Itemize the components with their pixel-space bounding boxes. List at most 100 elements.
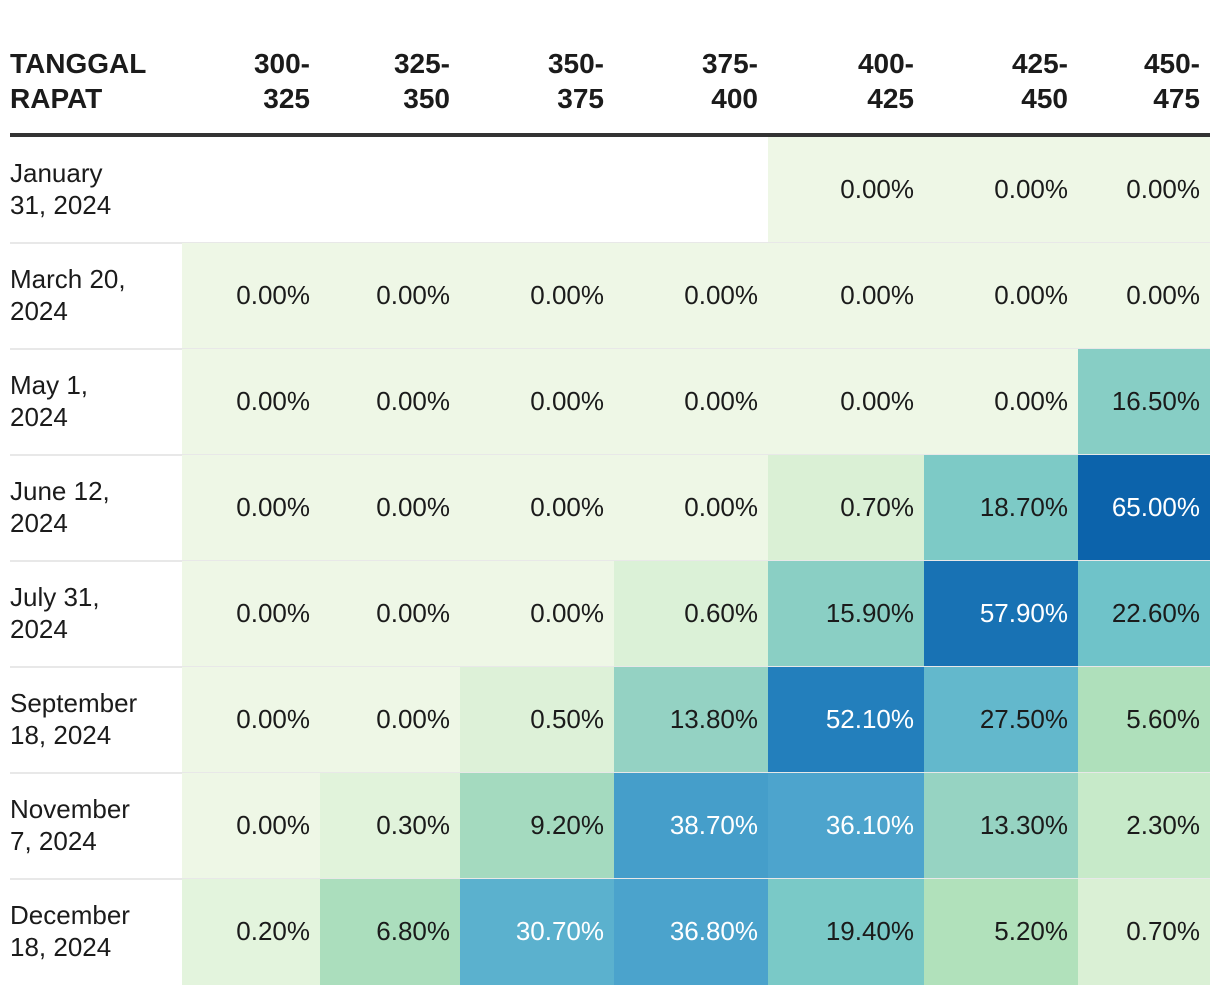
cell-value: 0.00% [684, 280, 758, 310]
column-header: 325- 350 [393, 48, 450, 114]
cell-value: 36.10% [825, 810, 914, 840]
heatmap-cell [768, 561, 924, 667]
cell-value: 0.00% [376, 492, 450, 522]
cell-value: 18.70% [979, 492, 1068, 522]
cell-value: 0.00% [530, 386, 604, 416]
row-label: July 31, 2024 [10, 582, 100, 644]
heatmap-cell [1078, 349, 1210, 455]
cell-value: 65.00% [1111, 492, 1200, 522]
heatmap-cell [614, 773, 768, 879]
row-label: June 12, 2024 [10, 476, 110, 538]
heatmap-cell [320, 349, 460, 455]
heatmap-cell [1078, 243, 1210, 349]
cell-value: 0.70% [1126, 916, 1200, 946]
cell-value: 0.00% [236, 386, 310, 416]
column-header: 350- 375 [547, 48, 604, 114]
heatmap-cell [320, 561, 460, 667]
heatmap-cell [768, 349, 924, 455]
heatmap-cell [460, 879, 614, 985]
cell-value: 0.50% [530, 704, 604, 734]
heatmap-cell [924, 137, 1078, 243]
cell-value: 0.00% [236, 492, 310, 522]
heatmap-cell [182, 879, 320, 985]
cell-value: 0.00% [236, 280, 310, 310]
column-header: 375- 400 [701, 48, 758, 114]
cell-value: 0.00% [530, 598, 604, 628]
cell-value: 57.90% [979, 598, 1068, 628]
heatmap-cell [614, 349, 768, 455]
heatmap-cell [182, 243, 320, 349]
heatmap-cell [460, 773, 614, 879]
cell-value: 0.00% [994, 280, 1068, 310]
cell-value: 0.00% [376, 598, 450, 628]
heatmap-cell [924, 879, 1078, 985]
cell-value: 0.00% [840, 174, 914, 204]
cell-value: 0.60% [684, 598, 758, 628]
heatmap-cell [182, 349, 320, 455]
cell-value: 27.50% [979, 704, 1068, 734]
cell-value: 0.00% [1126, 174, 1200, 204]
cell-value: 22.60% [1111, 598, 1200, 628]
heatmap-cell [460, 243, 614, 349]
row-label: January 31, 2024 [10, 158, 112, 220]
cell-value: 0.20% [236, 916, 310, 946]
heatmap-cell [614, 879, 768, 985]
cell-value: 2.30% [1126, 810, 1200, 840]
heatmap-cell [320, 879, 460, 985]
heatmap-cell [924, 349, 1078, 455]
heatmap-cell [460, 349, 614, 455]
heatmap-cell [1078, 137, 1210, 243]
cell-value: 5.60% [1126, 704, 1200, 734]
cell-value: 0.00% [236, 810, 310, 840]
heatmap-cell [924, 243, 1078, 349]
row-label: March 20, 2024 [10, 264, 126, 326]
heatmap-cell [182, 667, 320, 773]
heatmap-cell [182, 561, 320, 667]
heatmap-cell [182, 455, 320, 561]
row-label: May 1, 2024 [10, 370, 89, 432]
heatmap-cell [1078, 667, 1210, 773]
heatmap-cell [768, 455, 924, 561]
heatmap-cell [320, 455, 460, 561]
cell-value: 0.00% [994, 386, 1068, 416]
cell-value: 15.90% [825, 598, 914, 628]
cell-value: 0.00% [236, 598, 310, 628]
row-label: December 18, 2024 [10, 900, 130, 962]
column-header: 450- 475 [1143, 48, 1200, 114]
column-header: 400- 425 [857, 48, 914, 114]
heatmap-cell [182, 773, 320, 879]
heatmap-cell [768, 137, 924, 243]
cell-value: 0.00% [530, 492, 604, 522]
cell-value: 6.80% [376, 916, 450, 946]
heatmap-cell [768, 243, 924, 349]
heatmap-cell [460, 455, 614, 561]
header-divider [10, 133, 1210, 137]
cell-value: 0.70% [840, 492, 914, 522]
cell-value: 0.00% [840, 280, 914, 310]
cell-value: 52.10% [825, 704, 914, 734]
column-header: 300- 325 [253, 48, 310, 114]
cell-value: 30.70% [515, 916, 604, 946]
row-label: November 7, 2024 [10, 794, 130, 856]
cell-value: 0.00% [840, 386, 914, 416]
cell-value: 0.00% [994, 174, 1068, 204]
heatmap-cell [924, 667, 1078, 773]
heatmap-cell [924, 773, 1078, 879]
row-label: September 18, 2024 [10, 688, 138, 750]
heatmap-cell [614, 243, 768, 349]
heatmap-cell [768, 773, 924, 879]
cell-value: 9.20% [530, 810, 604, 840]
heatmap-cell [924, 561, 1078, 667]
cell-value: 0.00% [376, 704, 450, 734]
cell-value: 38.70% [669, 810, 758, 840]
heatmap-cell [768, 667, 924, 773]
cell-value: 0.30% [376, 810, 450, 840]
heatmap-cell [1078, 879, 1210, 985]
heatmap-cell [614, 561, 768, 667]
heatmap-cell [1078, 773, 1210, 879]
heatmap-cell [460, 561, 614, 667]
heatmap-cell [924, 455, 1078, 561]
heatmap-cell [614, 455, 768, 561]
cell-value: 0.00% [376, 386, 450, 416]
cell-value: 0.00% [684, 386, 758, 416]
